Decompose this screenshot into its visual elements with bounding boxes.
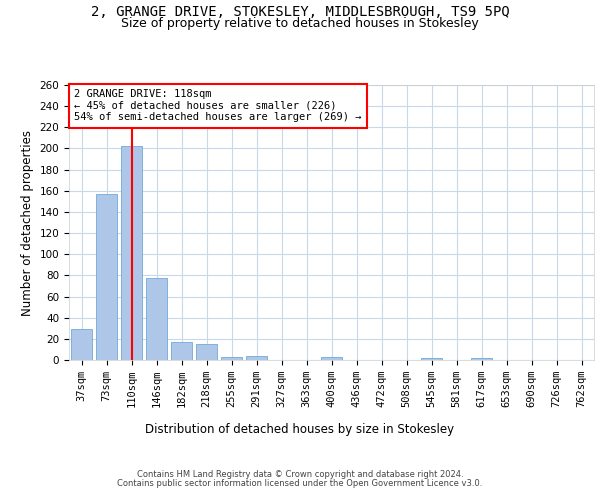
Bar (421, 358, 442, 360)
Text: Contains public sector information licensed under the Open Government Licence v3: Contains public sector information licen… (118, 479, 482, 488)
Text: Contains HM Land Registry data © Crown copyright and database right 2024.: Contains HM Land Registry data © Crown c… (137, 470, 463, 479)
Bar (146, 278, 167, 360)
Bar (471, 358, 492, 360)
Text: Size of property relative to detached houses in Stokesley: Size of property relative to detached ho… (121, 18, 479, 30)
Bar (246, 356, 267, 360)
Bar (71, 330, 92, 360)
Text: Distribution of detached houses by size in Stokesley: Distribution of detached houses by size … (145, 422, 455, 436)
Text: 2, GRANGE DRIVE, STOKESLEY, MIDDLESBROUGH, TS9 5PQ: 2, GRANGE DRIVE, STOKESLEY, MIDDLESBROUG… (91, 5, 509, 19)
Bar (121, 146, 142, 360)
Y-axis label: Number of detached properties: Number of detached properties (21, 130, 34, 316)
Text: 2 GRANGE DRIVE: 118sqm
← 45% of detached houses are smaller (226)
54% of semi-de: 2 GRANGE DRIVE: 118sqm ← 45% of detached… (74, 89, 362, 122)
Bar (196, 344, 217, 360)
Bar (96, 194, 117, 360)
Bar (171, 342, 192, 360)
Bar (221, 357, 242, 360)
Bar (321, 357, 342, 360)
